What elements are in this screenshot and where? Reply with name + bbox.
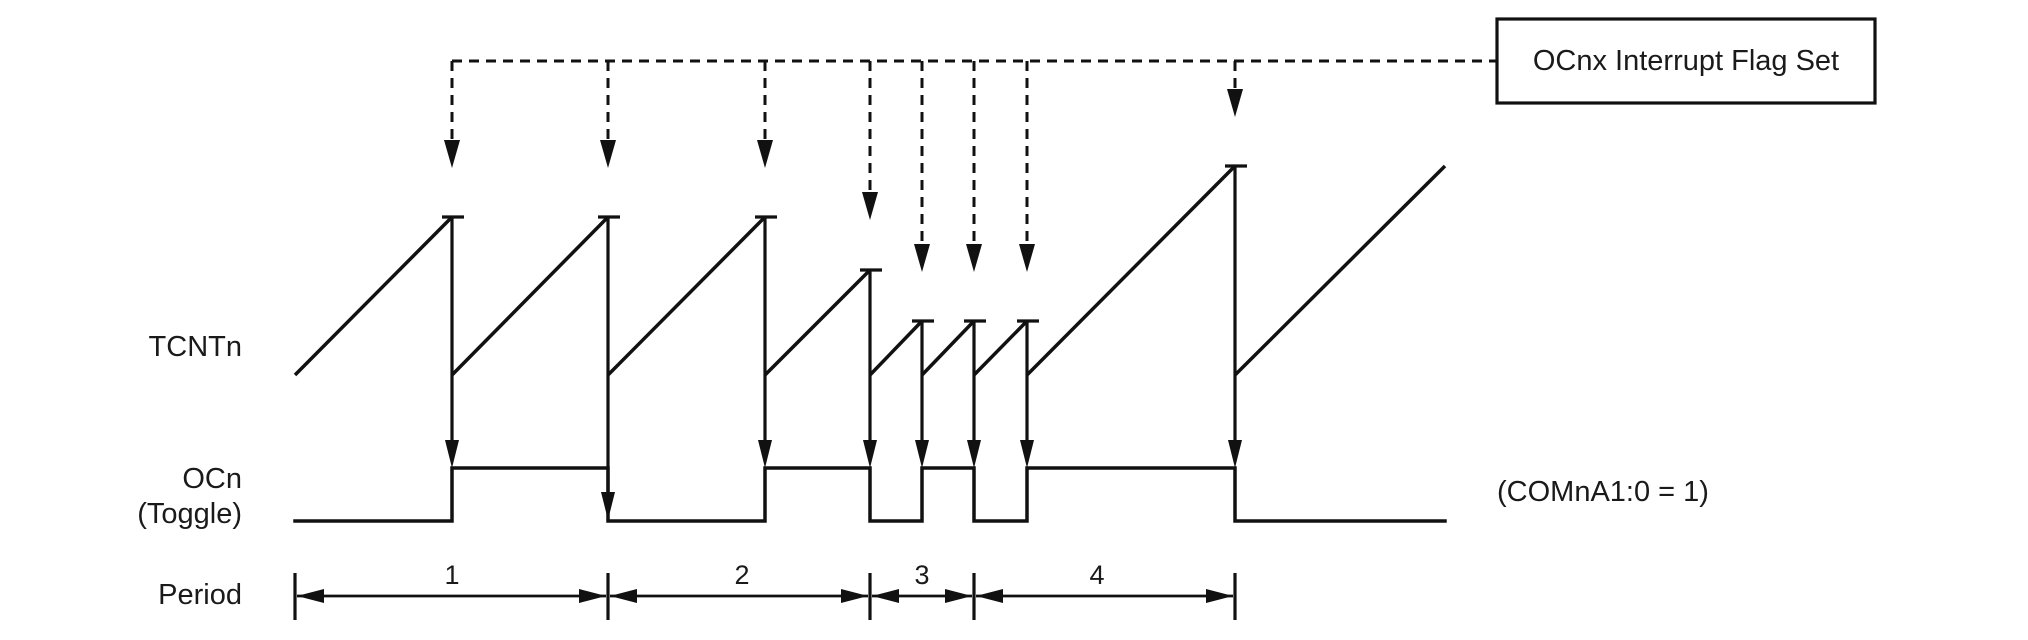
period-4-label: 4 [1089, 560, 1104, 590]
interrupt-flag-box [1495, 17, 1877, 105]
arrowhead-right-icon [841, 589, 868, 603]
tcnt-ramp [1233, 164, 1447, 377]
period-2-label: 2 [734, 560, 749, 590]
arrowhead-down-icon [914, 244, 930, 272]
arrowhead-down-icon [966, 244, 982, 272]
arrowhead-down-icon [1019, 244, 1035, 272]
arrowhead-down-icon [758, 440, 772, 468]
tcnt-ramp [920, 319, 976, 377]
ocn-label: OCn [182, 463, 242, 495]
toggle-label: (Toggle) [137, 498, 242, 530]
arrowhead-down-icon [757, 140, 773, 168]
arrowhead-left-icon [297, 589, 324, 603]
arrowhead-down-icon [1228, 440, 1242, 468]
arrowhead-down-icon [1020, 440, 1034, 468]
arrowhead-right-icon [579, 589, 606, 603]
ocn-waveform [293, 466, 1447, 523]
arrowhead-down-icon [445, 440, 459, 468]
period-1-label: 1 [444, 560, 459, 590]
arrowhead-down-icon [862, 192, 878, 220]
tcnt-ramp [763, 268, 872, 377]
period-dimensions: 1 2 3 4 [293, 560, 1237, 620]
tcnt-waveform [293, 164, 1447, 520]
interrupt-arrows [444, 61, 1243, 272]
tcnt-ramp [293, 215, 454, 377]
tcnt-ramp [606, 215, 767, 377]
period-3-label: 3 [914, 560, 929, 590]
interrupt-flag-label: OCnx Interrupt Flag Set [1533, 45, 1839, 77]
tcnt-ramp [868, 319, 924, 377]
tcnt-ramp [972, 319, 1029, 377]
arrowhead-down-icon [863, 440, 877, 468]
arrowhead-down-icon [444, 140, 460, 168]
tcnt-ramp [1025, 164, 1237, 377]
arrowhead-down-icon [1227, 89, 1243, 117]
arrowhead-down-icon [600, 140, 616, 168]
arrowhead-left-icon [610, 589, 637, 603]
tcnt-label: TCNTn [149, 331, 242, 363]
arrowhead-right-icon [945, 589, 972, 603]
arrowhead-down-icon [967, 440, 981, 468]
arrowhead-left-icon [976, 589, 1003, 603]
arrowhead-left-icon [872, 589, 899, 603]
period-label: Period [158, 579, 242, 611]
com-mode-label: (COMnA1:0 = 1) [1497, 476, 1709, 508]
arrowhead-down-icon [915, 440, 929, 468]
tcnt-ramp [450, 215, 610, 377]
arrowhead-right-icon [1206, 589, 1233, 603]
